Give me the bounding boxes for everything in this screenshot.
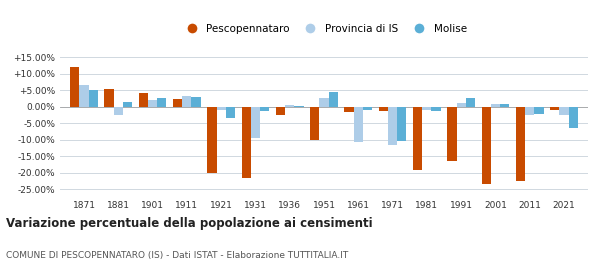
Bar — [79, 85, 89, 107]
Bar — [148, 100, 157, 107]
Bar — [457, 103, 466, 107]
Bar — [242, 107, 251, 178]
Bar — [329, 92, 338, 107]
Legend: Pescopennataro, Provincia di IS, Molise: Pescopennataro, Provincia di IS, Molise — [181, 24, 467, 34]
Bar — [397, 107, 406, 141]
Bar — [431, 107, 441, 111]
Bar — [89, 90, 98, 107]
Bar — [104, 89, 113, 107]
Bar — [310, 107, 319, 140]
Bar — [422, 107, 431, 110]
Bar — [276, 107, 285, 115]
Bar — [447, 107, 457, 161]
Bar — [550, 107, 559, 110]
Bar — [569, 107, 578, 128]
Bar — [388, 107, 397, 145]
Bar — [466, 98, 475, 107]
Bar — [482, 107, 491, 185]
Bar — [173, 99, 182, 107]
Bar — [559, 107, 569, 115]
Bar — [535, 107, 544, 114]
Bar — [182, 96, 191, 107]
Bar — [491, 104, 500, 107]
Bar — [344, 107, 353, 112]
Bar — [207, 107, 217, 173]
Bar — [295, 106, 304, 107]
Bar — [379, 107, 388, 111]
Bar — [516, 107, 525, 181]
Bar — [251, 107, 260, 138]
Text: COMUNE DI PESCOPENNATARO (IS) - Dati ISTAT - Elaborazione TUTTITALIA.IT: COMUNE DI PESCOPENNATARO (IS) - Dati IST… — [6, 251, 348, 260]
Bar — [319, 98, 329, 107]
Bar — [500, 104, 509, 107]
Bar — [217, 107, 226, 110]
Bar — [353, 107, 363, 143]
Bar — [226, 107, 235, 118]
Bar — [413, 107, 422, 169]
Bar — [191, 97, 201, 107]
Bar — [113, 107, 123, 115]
Text: Variazione percentuale della popolazione ai censimenti: Variazione percentuale della popolazione… — [6, 217, 373, 230]
Bar — [285, 105, 295, 107]
Bar — [363, 107, 372, 110]
Bar — [525, 107, 535, 115]
Bar — [70, 67, 79, 107]
Bar — [260, 107, 269, 111]
Bar — [139, 94, 148, 107]
Bar — [157, 98, 166, 107]
Bar — [123, 102, 132, 107]
